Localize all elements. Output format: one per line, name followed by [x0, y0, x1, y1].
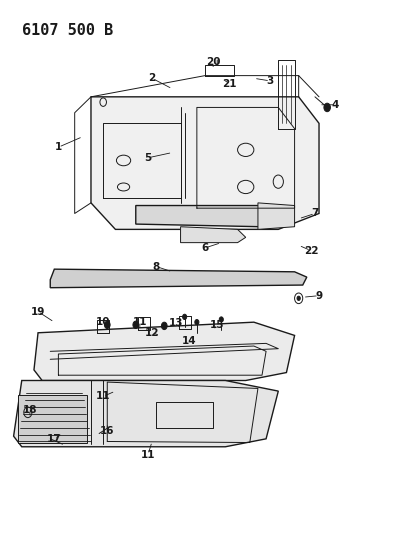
Polygon shape [257, 203, 294, 229]
Text: 8: 8 [152, 262, 160, 271]
Text: 11: 11 [140, 450, 155, 460]
Text: 6: 6 [201, 243, 208, 253]
Circle shape [104, 321, 110, 328]
Text: 9: 9 [315, 290, 322, 301]
Circle shape [182, 314, 186, 319]
Polygon shape [13, 381, 278, 447]
Text: 2: 2 [148, 73, 155, 83]
Text: 5: 5 [144, 153, 151, 163]
Text: 20: 20 [205, 58, 220, 67]
Circle shape [133, 321, 138, 328]
Bar [18, 395, 87, 442]
Text: 11: 11 [96, 391, 110, 401]
Text: 12: 12 [144, 328, 159, 338]
Text: 7: 7 [310, 208, 318, 219]
Circle shape [219, 317, 223, 322]
Polygon shape [180, 227, 245, 243]
Text: 16: 16 [100, 426, 114, 436]
Polygon shape [91, 97, 318, 229]
Text: 21: 21 [222, 78, 236, 88]
Text: 6107 500 B: 6107 500 B [22, 22, 113, 38]
Text: 3: 3 [266, 76, 273, 86]
Text: 14: 14 [181, 336, 196, 346]
Text: 15: 15 [209, 320, 224, 330]
Text: 13: 13 [169, 318, 183, 328]
Circle shape [194, 319, 198, 325]
Circle shape [161, 322, 167, 329]
Text: 11: 11 [132, 317, 147, 327]
Polygon shape [50, 269, 306, 288]
Text: 17: 17 [47, 434, 61, 444]
Polygon shape [34, 322, 294, 381]
Text: 1: 1 [55, 142, 62, 152]
Text: 10: 10 [96, 317, 110, 327]
Text: 19: 19 [31, 306, 45, 317]
Polygon shape [135, 206, 286, 227]
Text: 4: 4 [331, 100, 338, 110]
Text: 22: 22 [303, 246, 317, 256]
Text: 18: 18 [22, 405, 37, 415]
Circle shape [296, 296, 299, 301]
Circle shape [323, 103, 330, 112]
